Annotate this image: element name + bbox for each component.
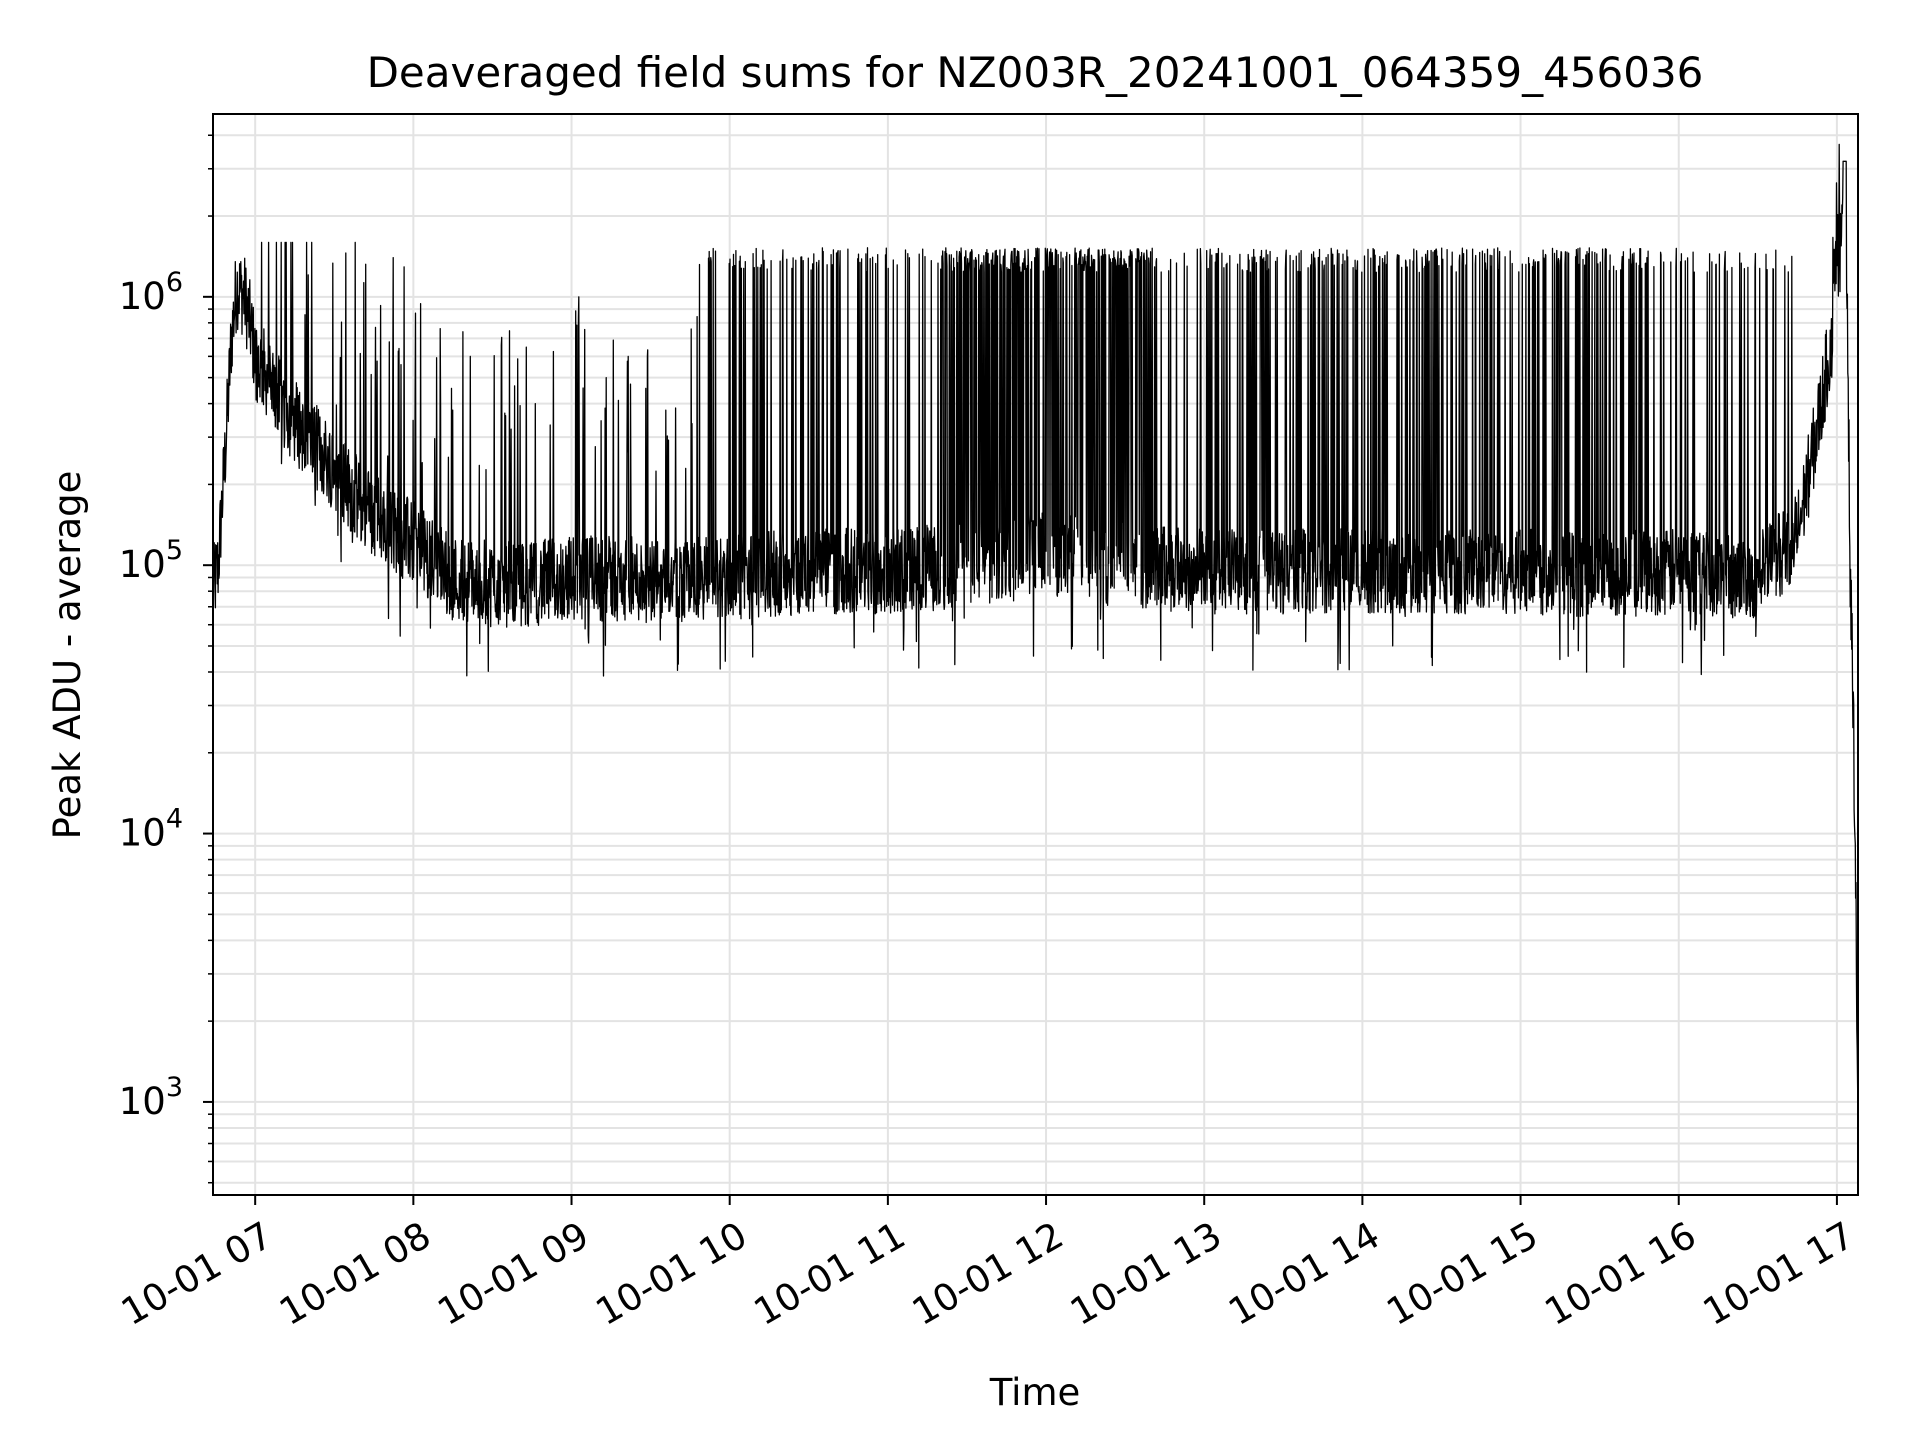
x-tick-label: 10-01 11 (747, 1214, 913, 1334)
plot-frame (212, 113, 1859, 1196)
y-axis-label: Peak ADU - average (46, 471, 89, 840)
x-tick-label: 10-01 10 (589, 1214, 755, 1334)
y-tick-exponent: 6 (166, 267, 183, 298)
x-tick-label: 10-01 16 (1538, 1214, 1704, 1334)
y-tick-label: 103 (119, 1072, 183, 1123)
y-tick-base: 10 (119, 812, 166, 855)
y-tick-base: 10 (119, 1080, 166, 1123)
y-tick-label: 106 (119, 267, 183, 318)
x-tick-label: 10-01 15 (1379, 1214, 1545, 1334)
y-tick-exponent: 4 (166, 804, 183, 835)
series-line (212, 143, 1859, 1118)
x-tick-label: 10-01 09 (430, 1214, 596, 1334)
x-axis-label: Time (989, 1371, 1081, 1414)
data-layer (212, 143, 1859, 1118)
x-tick-label: 10-01 14 (1221, 1214, 1387, 1334)
y-tick-exponent: 5 (166, 535, 183, 566)
ticks-layer (203, 134, 1838, 1205)
x-tick-label: 10-01 12 (905, 1214, 1071, 1334)
x-tick-label: 10-01 13 (1063, 1214, 1229, 1334)
y-tick-base: 10 (119, 543, 166, 586)
x-tick-label: 10-01 07 (114, 1214, 280, 1334)
y-tick-base: 10 (119, 275, 166, 318)
x-tick-label: 10-01 08 (272, 1214, 438, 1334)
y-tick-label: 105 (119, 535, 183, 586)
y-tick-exponent: 3 (166, 1072, 183, 1103)
x-tick-label: 10-01 17 (1696, 1214, 1862, 1334)
y-tick-label: 104 (119, 804, 183, 855)
chart-title: Deaveraged field sums for NZ003R_2024100… (367, 48, 1704, 97)
